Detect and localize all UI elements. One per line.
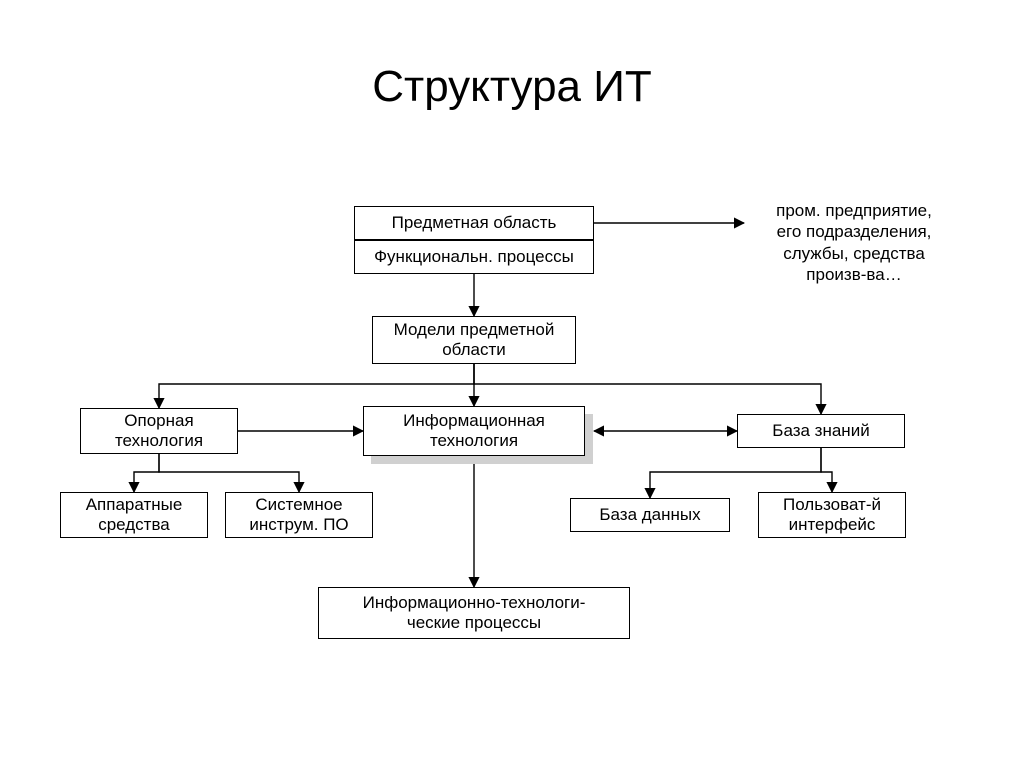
node-func-proc: Функциональн. процессы [354, 240, 594, 274]
node-it-proc: Информационно-технологи-ческие процессы [318, 587, 630, 639]
node-domain: Предметная область [354, 206, 594, 240]
node-info-tech: Информационнаятехнология [363, 406, 585, 456]
node-sys-sw: Системноеинструм. ПО [225, 492, 373, 538]
diagram-canvas: Структура ИТ пром. предприятие,его подра… [0, 0, 1024, 767]
annotation-note: пром. предприятие,его подразделения,служ… [754, 200, 954, 285]
edge-kb-db [650, 448, 821, 498]
node-support-tech: Опорнаятехнология [80, 408, 238, 454]
node-kb: База знаний [737, 414, 905, 448]
node-ui: Пользоват-йинтерфейс [758, 492, 906, 538]
edge-models-support-tech [159, 364, 474, 408]
edge-kb-ui [821, 448, 832, 492]
edge-support-tech-hw [134, 454, 159, 492]
node-models: Модели предметнойобласти [372, 316, 576, 364]
node-db: База данных [570, 498, 730, 532]
page-title: Структура ИТ [0, 62, 1024, 112]
edge-support-tech-sys-sw [159, 454, 299, 492]
node-hw: Аппаратныесредства [60, 492, 208, 538]
edges-layer [0, 0, 1024, 767]
